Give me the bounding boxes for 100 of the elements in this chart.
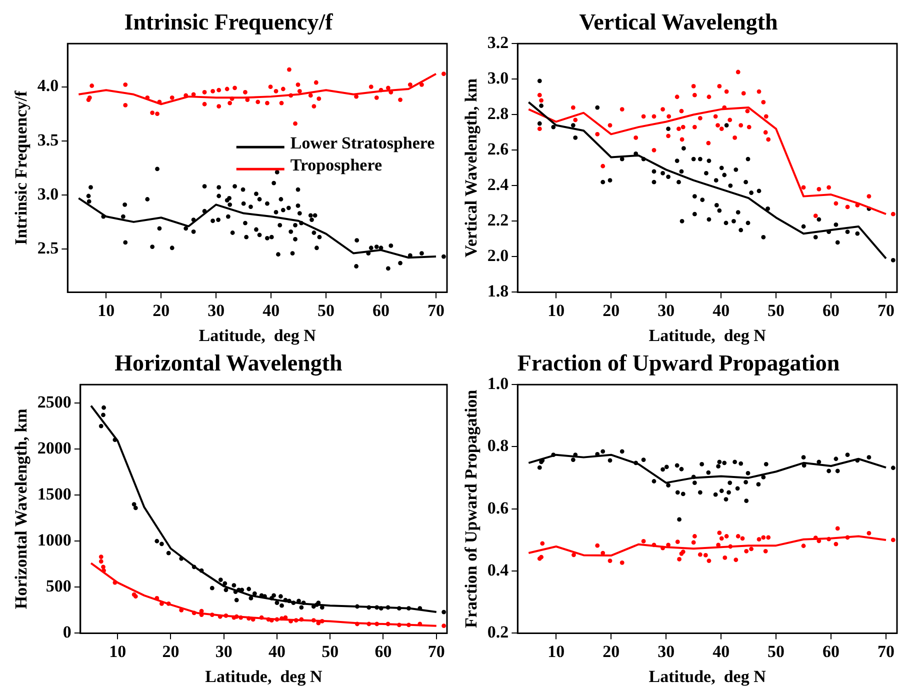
- point: [706, 94, 712, 100]
- point: [746, 470, 750, 476]
- point: [420, 82, 424, 87]
- point: [252, 591, 257, 596]
- point: [736, 210, 740, 214]
- point: [299, 605, 304, 610]
- y-tick-label: 4.0: [37, 76, 59, 96]
- point: [293, 121, 298, 126]
- point: [706, 470, 711, 475]
- point: [692, 194, 697, 199]
- x-tick-label: 50: [322, 642, 339, 661]
- point: [600, 164, 606, 168]
- point: [246, 586, 252, 592]
- point: [890, 466, 896, 470]
- point: [608, 558, 612, 563]
- point: [280, 603, 284, 608]
- y-tick-label: 1.0: [487, 374, 509, 393]
- point: [740, 536, 745, 541]
- point: [692, 212, 697, 216]
- point: [736, 70, 740, 74]
- point: [890, 258, 896, 262]
- point: [537, 126, 542, 132]
- point: [98, 424, 104, 428]
- point: [855, 231, 860, 236]
- point: [368, 84, 374, 90]
- point: [764, 114, 768, 119]
- y-tick-label: 2.2: [487, 210, 509, 230]
- point: [834, 542, 838, 546]
- point: [692, 92, 697, 98]
- point: [660, 467, 665, 472]
- point: [442, 610, 446, 614]
- x-axis-title: Latitude, deg N: [205, 667, 323, 686]
- point: [166, 550, 171, 556]
- point: [551, 124, 556, 130]
- point: [287, 67, 292, 72]
- point: [224, 86, 230, 92]
- point: [845, 204, 850, 210]
- point: [724, 534, 729, 538]
- x-tick-label: 40: [268, 642, 286, 661]
- point: [890, 538, 896, 542]
- point: [641, 458, 646, 462]
- legend-label: Lower Stratosphere: [290, 133, 436, 152]
- point: [834, 456, 838, 462]
- point: [722, 555, 728, 560]
- point: [537, 121, 542, 126]
- point: [243, 90, 248, 94]
- x-tick-label: 50: [768, 300, 785, 320]
- point: [722, 172, 727, 178]
- y-tick-label: 2.5: [37, 238, 59, 258]
- point: [280, 86, 286, 92]
- x-axis-title: Latitude, deg N: [648, 667, 767, 686]
- point: [834, 201, 838, 206]
- point: [216, 88, 222, 92]
- point: [86, 98, 91, 102]
- point: [732, 136, 738, 140]
- point: [756, 482, 761, 487]
- x-tick-label: 10: [548, 300, 565, 320]
- point: [691, 156, 696, 162]
- point: [676, 180, 681, 184]
- point: [746, 220, 750, 226]
- point: [296, 82, 300, 87]
- point: [675, 490, 680, 495]
- point: [537, 78, 542, 84]
- point: [716, 123, 720, 128]
- point: [736, 534, 740, 538]
- point: [98, 554, 104, 559]
- x-axis-title: Latitude, deg N: [648, 326, 767, 346]
- point: [216, 104, 222, 108]
- point: [265, 100, 270, 106]
- point: [652, 479, 656, 484]
- point: [700, 462, 704, 466]
- point: [679, 108, 684, 114]
- point: [724, 220, 728, 226]
- x-tick-label: 40: [262, 300, 280, 320]
- x-tick-label: 10: [548, 642, 565, 661]
- point: [834, 222, 838, 227]
- x-tick-label: 40: [712, 642, 730, 661]
- point: [666, 483, 670, 488]
- point: [835, 240, 840, 245]
- point: [744, 180, 748, 184]
- point: [801, 455, 806, 460]
- point: [150, 110, 155, 115]
- point: [398, 98, 402, 102]
- point: [123, 82, 128, 87]
- point: [278, 594, 283, 599]
- chart-title: Fraction of Upward Propagation: [517, 350, 840, 377]
- point: [745, 108, 750, 114]
- chart-title: Vertical Wavelength: [579, 10, 778, 36]
- y-tick-label: 2.6: [487, 140, 509, 159]
- y-tick-label: 3.2: [487, 32, 509, 52]
- x-tick-label: 60: [372, 300, 390, 320]
- y-tick-label: 0.8: [487, 436, 509, 456]
- x-tick-label: 70: [428, 642, 445, 661]
- y-tick-label: 500: [46, 576, 72, 596]
- point: [155, 112, 160, 116]
- point: [664, 464, 669, 470]
- point: [218, 578, 223, 582]
- point: [679, 169, 684, 174]
- point: [680, 492, 686, 496]
- point: [210, 88, 215, 94]
